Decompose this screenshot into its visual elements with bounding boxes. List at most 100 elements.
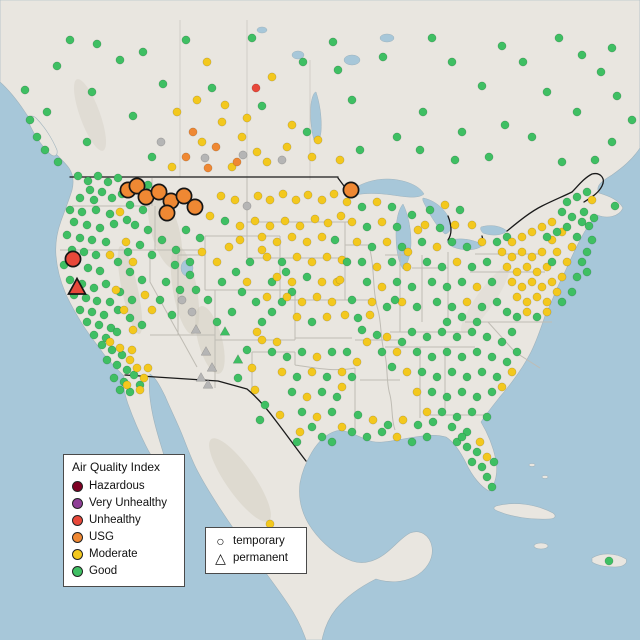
station-marker[interactable] [392,277,402,287]
station-marker[interactable] [487,482,497,492]
station-marker[interactable] [272,272,282,282]
station-marker[interactable] [402,262,412,272]
station-marker[interactable] [95,223,105,233]
station-marker[interactable] [252,327,262,337]
station-marker[interactable] [377,347,387,357]
station-marker[interactable] [202,57,212,67]
station-marker[interactable] [257,101,267,111]
station-marker[interactable] [437,327,447,337]
station-marker[interactable] [40,145,50,155]
station-marker[interactable] [272,237,282,247]
station-marker[interactable] [277,367,287,377]
station-marker[interactable] [357,325,367,335]
station-marker[interactable] [412,302,422,312]
station-marker[interactable] [377,217,387,227]
station-marker[interactable] [467,457,477,467]
station-marker[interactable] [472,282,482,292]
station-marker[interactable] [500,120,510,130]
station-marker[interactable] [335,155,345,165]
station-marker[interactable] [604,556,614,566]
station-marker[interactable] [557,207,567,217]
station-marker[interactable] [392,222,402,232]
station-marker[interactable] [407,437,417,447]
station-marker[interactable] [472,347,482,357]
station-marker[interactable] [467,220,477,230]
station-marker[interactable] [452,437,462,447]
station-marker[interactable] [125,313,135,323]
station-marker[interactable] [367,242,377,252]
station-marker[interactable] [317,232,327,242]
station-marker[interactable] [237,132,247,142]
station-marker[interactable] [216,191,226,201]
station-marker[interactable] [432,297,442,307]
station-marker[interactable] [610,201,620,211]
station-marker[interactable] [418,107,428,117]
station-marker[interactable] [287,277,297,287]
station-marker[interactable] [181,225,191,235]
station-marker[interactable] [582,267,592,277]
station-marker[interactable] [67,276,87,295]
station-marker[interactable] [447,422,457,432]
station-marker[interactable] [397,337,407,347]
station-marker[interactable] [482,472,492,482]
station-marker[interactable] [413,225,423,235]
station-marker[interactable] [137,275,147,285]
station-marker[interactable] [99,310,109,320]
station-marker[interactable] [232,157,242,167]
station-marker[interactable] [128,257,138,267]
station-marker[interactable] [251,297,261,307]
station-marker[interactable] [428,417,438,427]
station-marker[interactable] [432,372,442,382]
station-marker[interactable] [327,347,337,357]
station-marker[interactable] [447,57,457,67]
station-marker[interactable] [517,232,527,242]
station-marker[interactable] [407,282,417,292]
station-marker[interactable] [157,235,167,245]
station-marker[interactable] [105,209,115,219]
station-marker[interactable] [527,252,537,262]
station-marker[interactable] [277,297,287,307]
station-marker[interactable] [347,427,357,437]
station-marker[interactable] [397,242,407,252]
station-marker[interactable] [275,410,285,420]
station-marker[interactable] [457,387,467,397]
station-marker[interactable] [200,346,212,356]
station-marker[interactable] [267,347,277,357]
station-marker[interactable] [390,295,400,305]
station-marker[interactable] [197,247,207,257]
station-marker[interactable] [427,387,437,397]
station-marker[interactable] [287,287,297,297]
station-marker[interactable] [233,373,243,383]
station-marker[interactable] [572,272,582,282]
station-marker[interactable] [82,220,92,230]
station-marker[interactable] [298,57,308,67]
station-marker[interactable] [115,207,125,217]
station-marker[interactable] [477,237,487,247]
station-marker[interactable] [128,177,146,195]
station-marker[interactable] [382,332,392,342]
station-marker[interactable] [302,237,312,247]
station-marker[interactable] [97,187,107,197]
station-marker[interactable] [447,302,457,312]
station-marker[interactable] [440,200,450,210]
station-marker[interactable] [65,205,75,215]
station-marker[interactable] [322,312,332,322]
station-marker[interactable] [567,242,577,252]
station-marker[interactable] [413,420,423,430]
station-marker[interactable] [122,215,132,225]
station-marker[interactable] [75,193,85,203]
station-marker[interactable] [170,260,180,270]
station-marker[interactable] [82,137,92,147]
station-marker[interactable] [484,152,494,162]
station-marker[interactable] [128,111,138,121]
station-marker[interactable] [77,207,87,217]
station-marker[interactable] [417,237,427,247]
station-marker[interactable] [65,35,75,45]
station-marker[interactable] [281,267,291,277]
station-marker[interactable] [235,235,245,245]
station-marker[interactable] [330,235,340,245]
station-marker[interactable] [227,162,237,172]
station-marker[interactable] [417,367,427,377]
station-marker[interactable] [143,225,153,235]
station-marker[interactable] [69,217,79,227]
